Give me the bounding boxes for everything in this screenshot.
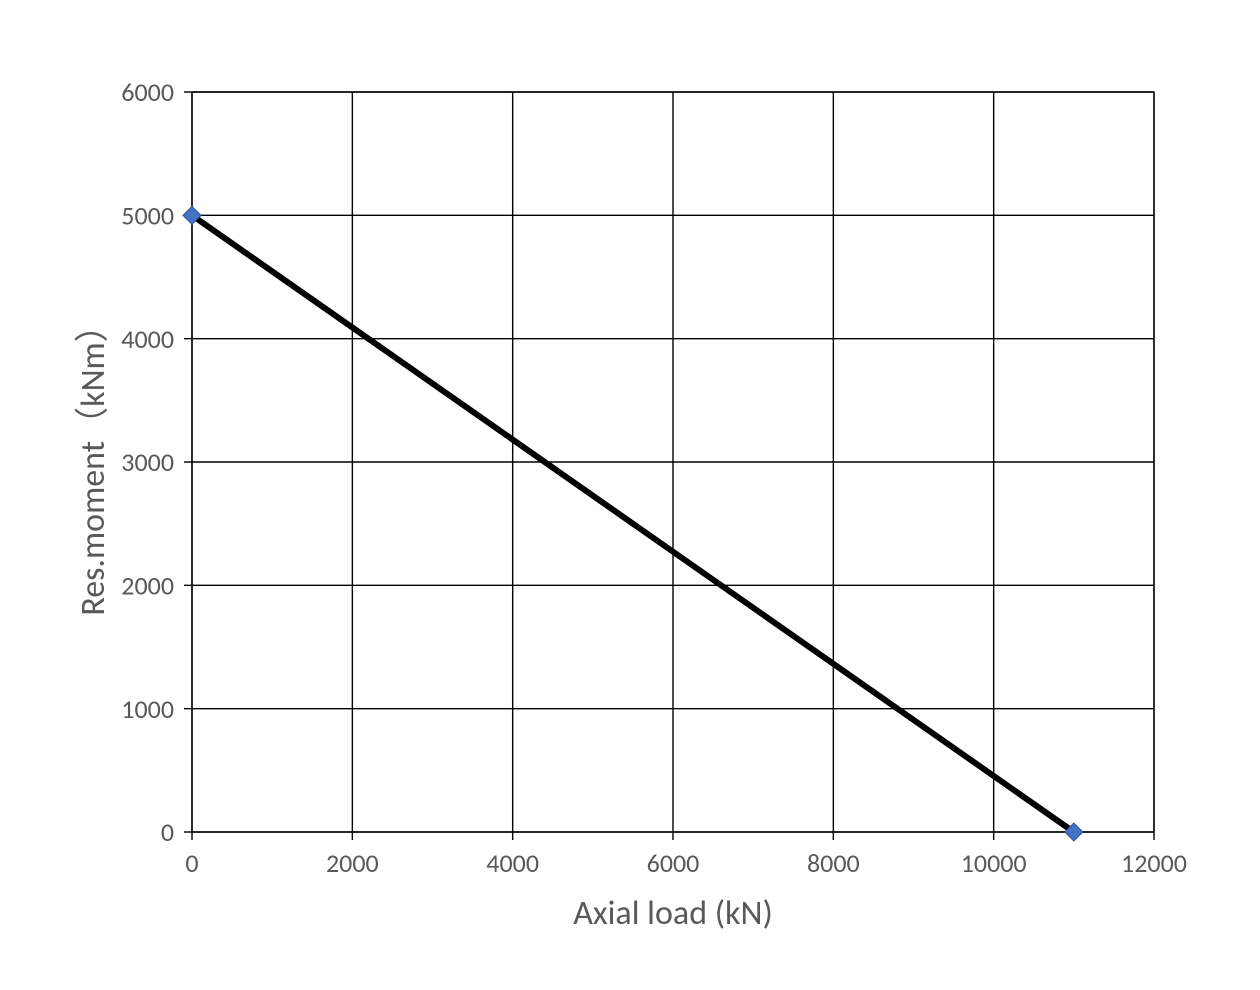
x-tick-label: 10000: [961, 847, 1027, 879]
y-tick-label: 4000: [121, 323, 174, 355]
y-tick-label: 1000: [121, 693, 174, 725]
x-tick-label: 8000: [807, 847, 860, 879]
line-chart: 0 2000 4000 6000 8000 10000 12000 0 1000 2000 3000…: [0, 0, 1260, 990]
chart-container: 0 2000 4000 6000 8000 10000 12000 0 1000 2000 3000…: [0, 0, 1260, 990]
x-tick-label: 4000: [486, 847, 539, 879]
x-axis-label: Axial load (kN): [573, 893, 773, 934]
y-tick-label: 3000: [121, 446, 174, 478]
y-tick-label: 0: [161, 816, 174, 848]
y-axis-label: Res.moment（kNm）: [73, 308, 114, 615]
x-tick-label: 6000: [647, 847, 700, 879]
y-tick-label: 5000: [121, 199, 174, 231]
x-tick-label: 2000: [326, 847, 379, 879]
x-tick-label: 12000: [1121, 847, 1187, 879]
x-tick-label: 0: [185, 847, 198, 879]
y-tick-label: 6000: [121, 76, 174, 108]
y-tick-label: 2000: [121, 569, 174, 601]
